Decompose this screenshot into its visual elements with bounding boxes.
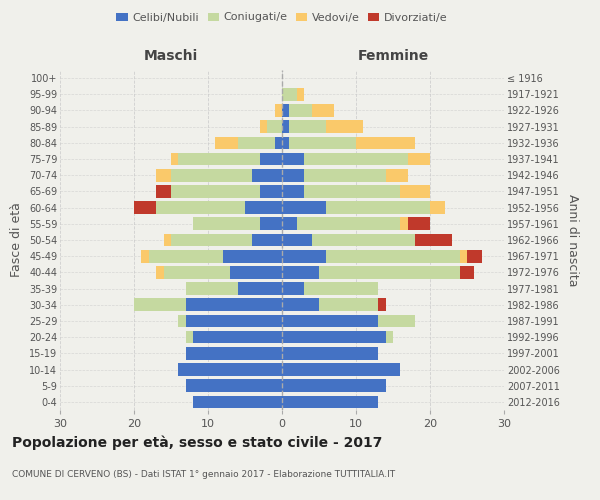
Bar [282, 202, 326, 214]
Bar [275, 136, 282, 149]
Bar [282, 104, 289, 117]
Bar [282, 234, 311, 246]
Bar [260, 185, 282, 198]
Bar [400, 185, 430, 198]
Bar [142, 250, 149, 262]
Bar [230, 266, 282, 278]
Bar [378, 314, 415, 328]
Bar [319, 298, 378, 311]
Bar [467, 250, 482, 262]
Y-axis label: Fasce di età: Fasce di età [10, 202, 23, 278]
Bar [282, 120, 289, 133]
Bar [171, 234, 253, 246]
Bar [253, 234, 282, 246]
Bar [297, 218, 400, 230]
Bar [215, 136, 238, 149]
Bar [408, 152, 430, 166]
Bar [171, 169, 253, 181]
Bar [156, 266, 164, 278]
Bar [267, 120, 282, 133]
Bar [356, 136, 415, 149]
Bar [282, 218, 297, 230]
Text: Popolazione per età, sesso e stato civile - 2017: Popolazione per età, sesso e stato civil… [12, 435, 382, 450]
Bar [186, 298, 282, 311]
Bar [386, 169, 408, 181]
Bar [304, 185, 400, 198]
Bar [171, 185, 260, 198]
Bar [223, 250, 282, 262]
Bar [289, 120, 326, 133]
Text: Femmine: Femmine [358, 49, 428, 63]
Bar [319, 266, 460, 278]
Bar [186, 347, 282, 360]
Bar [415, 234, 452, 246]
Bar [245, 202, 282, 214]
Bar [297, 88, 304, 101]
Bar [400, 218, 408, 230]
Bar [282, 266, 319, 278]
Bar [260, 218, 282, 230]
Bar [282, 396, 378, 408]
Bar [282, 380, 386, 392]
Bar [156, 202, 245, 214]
Bar [260, 120, 267, 133]
Bar [275, 104, 282, 117]
Bar [164, 234, 171, 246]
Bar [253, 169, 282, 181]
Bar [282, 185, 304, 198]
Bar [186, 314, 282, 328]
Bar [282, 331, 386, 344]
Bar [178, 314, 186, 328]
Bar [326, 202, 430, 214]
Bar [282, 314, 378, 328]
Bar [460, 250, 467, 262]
Bar [134, 202, 156, 214]
Bar [326, 250, 460, 262]
Bar [386, 331, 393, 344]
Bar [304, 282, 378, 295]
Bar [282, 347, 378, 360]
Bar [156, 169, 171, 181]
Text: COMUNE DI CERVENO (BS) - Dati ISTAT 1° gennaio 2017 - Elaborazione TUTTITALIA.IT: COMUNE DI CERVENO (BS) - Dati ISTAT 1° g… [12, 470, 395, 479]
Bar [282, 152, 304, 166]
Bar [430, 202, 445, 214]
Bar [238, 282, 282, 295]
Bar [171, 152, 178, 166]
Bar [460, 266, 475, 278]
Bar [178, 363, 282, 376]
Bar [311, 234, 415, 246]
Bar [326, 120, 364, 133]
Bar [282, 298, 319, 311]
Bar [186, 380, 282, 392]
Bar [134, 298, 186, 311]
Bar [378, 298, 386, 311]
Bar [282, 136, 289, 149]
Text: Maschi: Maschi [144, 49, 198, 63]
Bar [289, 136, 356, 149]
Bar [193, 331, 282, 344]
Y-axis label: Anni di nascita: Anni di nascita [566, 194, 579, 286]
Bar [282, 282, 304, 295]
Bar [149, 250, 223, 262]
Bar [311, 104, 334, 117]
Bar [186, 282, 238, 295]
Bar [408, 218, 430, 230]
Bar [260, 152, 282, 166]
Bar [289, 104, 311, 117]
Bar [304, 152, 408, 166]
Bar [304, 169, 386, 181]
Bar [282, 250, 326, 262]
Bar [156, 185, 171, 198]
Bar [282, 169, 304, 181]
Bar [186, 331, 193, 344]
Legend: Celibi/Nubili, Coniugati/e, Vedovi/e, Divorziati/e: Celibi/Nubili, Coniugati/e, Vedovi/e, Di… [112, 8, 452, 27]
Bar [178, 152, 260, 166]
Bar [282, 88, 297, 101]
Bar [238, 136, 275, 149]
Bar [193, 396, 282, 408]
Bar [193, 218, 260, 230]
Bar [164, 266, 230, 278]
Bar [282, 363, 400, 376]
